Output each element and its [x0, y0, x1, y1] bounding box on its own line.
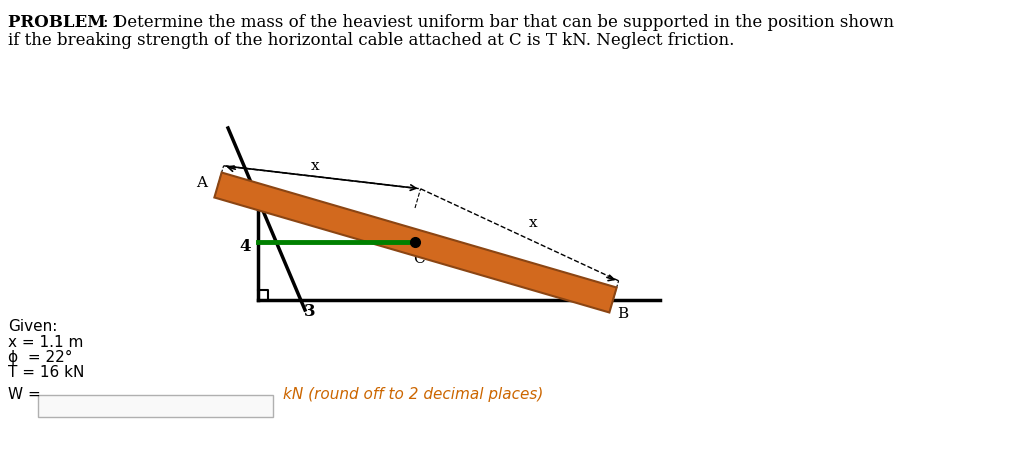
Text: ϕ  = 22°: ϕ = 22° [8, 350, 72, 365]
Polygon shape [214, 173, 617, 312]
Text: C: C [413, 252, 424, 266]
Text: x = 1.1 m: x = 1.1 m [8, 335, 84, 350]
Text: x: x [312, 159, 320, 173]
Text: Given:: Given: [8, 319, 57, 334]
Text: W =: W = [8, 387, 40, 402]
Text: : Determine the mass of the heaviest uniform bar that can be supported in the po: : Determine the mass of the heaviest uni… [104, 14, 894, 31]
Text: PROBLEM 1: PROBLEM 1 [8, 14, 123, 31]
FancyBboxPatch shape [38, 395, 273, 417]
Text: A: A [197, 176, 207, 190]
Text: 3: 3 [304, 303, 316, 320]
Text: x: x [529, 216, 537, 230]
Text: ϕ: ϕ [565, 283, 578, 301]
Text: kN (round off to 2 decimal places): kN (round off to 2 decimal places) [283, 387, 543, 402]
Text: 4: 4 [239, 238, 250, 255]
Text: B: B [618, 307, 628, 321]
Text: T = 16 kN: T = 16 kN [8, 365, 85, 380]
Text: if the breaking strength of the horizontal cable attached at C is T kN. Neglect : if the breaking strength of the horizont… [8, 32, 735, 49]
